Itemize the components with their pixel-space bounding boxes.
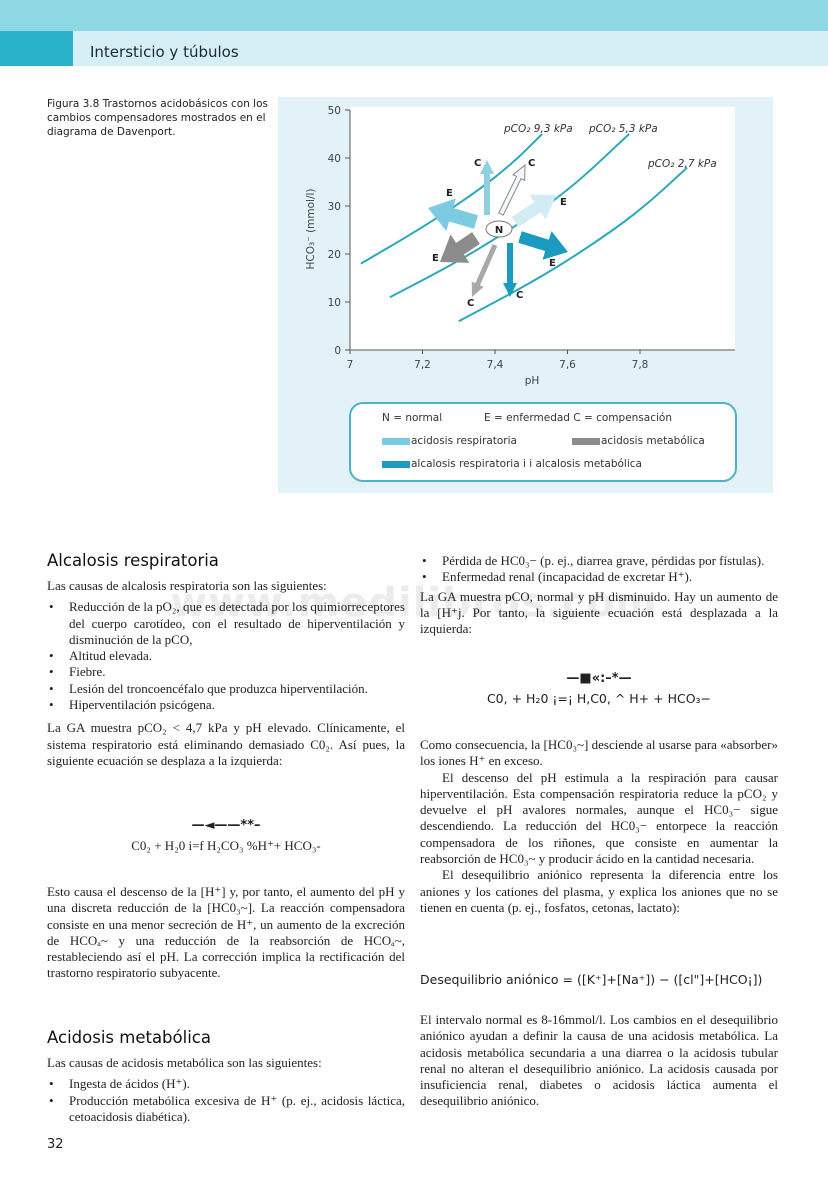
list-item: Altitud elevada. — [47, 648, 405, 665]
y-tick-label: 20 — [328, 249, 341, 261]
equation-carbonic: C0, + H₂0 ¡=¡ H,C0, ^ H+ + HCO₃− — [486, 691, 712, 706]
list-item: Lesión del troncoencéfalo que produzca h… — [47, 681, 405, 698]
x-tick-label: 7,2 — [414, 359, 431, 371]
anion-gap-formula: Desequilibrio aniónico = ([K⁺]+[Na⁺]) − … — [420, 972, 763, 987]
figure-legend: N = normal E = enfermedad C = compensaci… — [349, 402, 737, 482]
arrow-disease-0 — [428, 198, 478, 232]
paragraph: Esto causa el descenso de la [H⁺] y, por… — [47, 884, 405, 981]
heading-alcalosis-respiratoria: Alcalosis respiratoria — [47, 551, 219, 570]
arrow-disease-5 — [518, 231, 568, 260]
arrow-label-c-alk-resp: C — [516, 290, 523, 301]
heading-acidosis-metabolica: Acidosis metabólica — [47, 1028, 211, 1047]
y-tick-label: 10 — [328, 297, 341, 309]
legend-normal: N = normal — [382, 412, 443, 424]
x-axis-label: pH — [525, 375, 540, 387]
list-item: Hiperventilación psicógena. — [47, 697, 405, 714]
swatch-acid-met — [572, 437, 600, 445]
paragraph: Como consecuencia, la [HC0₃~] desciende … — [420, 737, 778, 769]
intro-paragraph: Las causas de alcalosis respiratoria son… — [47, 578, 327, 593]
paragraph: El intervalo normal es 8-16mmol/l. Los c… — [420, 1012, 778, 1109]
arrow-label-c-alk-met: C — [528, 158, 535, 169]
plot-area — [350, 107, 735, 350]
diagram-svg: 7 7,2 7,4 7,6 7,8 0 10 20 30 40 50 N E C C E E E C… — [305, 105, 735, 387]
normal-point-label: N — [495, 225, 503, 236]
equation-arrow: —■«:–*— — [566, 671, 632, 686]
isobar-curve-1 — [389, 133, 630, 299]
legend-codes: E = enfermedad C = compensación — [484, 412, 672, 424]
legend-acidosis-metabolica: acidosis metabólica — [572, 435, 705, 447]
y-tick-label: 40 — [328, 153, 341, 165]
arrow-compensation-7 — [503, 243, 517, 297]
equation-carbonic: C0₂ + H₂0 i=f H₂CO₃ %H⁺+ HCO₃- — [131, 838, 321, 853]
causes-list-continued: Pérdida de HC0₃− (p. ej., diarrea grave,… — [420, 553, 778, 586]
arrow-label-e-alk-resp: E — [549, 258, 556, 269]
x-tick-label: 7 — [347, 359, 354, 371]
arrow-compensation-2 — [498, 163, 526, 216]
list-item: Reducción de la pO₂, que es detectada po… — [47, 599, 405, 648]
arrow-compensation-6 — [471, 243, 498, 297]
x-tick-label: 7,8 — [632, 359, 649, 371]
x-tick-label: 7,4 — [487, 359, 504, 371]
list-item: Ingesta de ácidos (H⁺). — [47, 1076, 405, 1093]
arrow-compensation-1 — [480, 160, 494, 215]
list-item: Producción metabólica excesiva de H⁺ (p.… — [47, 1093, 405, 1126]
curve-label-9-3: pCO₂ 9,3 kPa — [503, 123, 573, 135]
swatch-acid-resp — [382, 437, 410, 445]
arrow-label-c-acid-met: C — [467, 298, 474, 309]
curve-label-5-3: pCO₂ 5,3 kPa — [588, 123, 658, 135]
causes-list: Ingesta de ácidos (H⁺). Producción metab… — [47, 1076, 405, 1125]
normal-point-marker — [485, 220, 513, 238]
x-tick-label: 7,6 — [559, 359, 576, 371]
legend-text: alcalosis respiratoria i i alcalosis met… — [411, 458, 642, 470]
paragraph: El desequilibrio aniónico representa la … — [420, 867, 778, 915]
list-item: Fiebre. — [47, 664, 405, 681]
header-title-band — [73, 31, 828, 66]
curve-label-2-7: pCO₂ 2,7 kPa — [647, 158, 717, 170]
left-column-block-1: Las causas de alcalosis respiratoria son… — [47, 578, 405, 769]
legend-alcalosis: alcalosis respiratoria i i alcalosis met… — [382, 458, 642, 470]
y-axis-label: HCO₃⁻ (mmol/l) — [305, 188, 317, 269]
legend-text: acidosis metabólica — [601, 435, 705, 447]
running-title: Intersticio y túbulos — [90, 43, 239, 61]
page-number: 32 — [47, 1137, 64, 1152]
y-tick-label: 50 — [328, 105, 341, 117]
intro-paragraph: Las causas de acidosis metabólica son la… — [47, 1055, 322, 1070]
arrow-label-e-acid-met: E — [432, 253, 439, 264]
arrow-label-c-acid-resp: C — [474, 158, 481, 169]
swatch-alk-resp — [382, 460, 410, 468]
y-tick-label: 0 — [334, 345, 341, 357]
arrow-label-e-acid-resp: E — [446, 188, 453, 199]
list-item: Enfermedad renal (incapacidad de excreta… — [420, 569, 778, 586]
figure-caption: Figura 3.8 Trastornos acidobásicos con l… — [47, 98, 268, 138]
paragraph: El descenso del pH estimula a la respira… — [420, 769, 778, 867]
list-item: Pérdida de HC0₃− (p. ej., diarrea grave,… — [420, 553, 778, 570]
left-column-block-2: Las causas de acidosis metabólica son la… — [47, 1055, 405, 1125]
paragraph: La GA muestra pCO, normal y pH disminuid… — [420, 588, 778, 637]
isobar-curve-2 — [458, 166, 688, 323]
right-column-block-2: Como consecuencia, la [HC0₃~] desciende … — [420, 737, 778, 916]
legend-acidosis-respiratoria: acidosis respiratoria — [382, 435, 517, 447]
causes-list: Reducción de la pO₂, que es detectada po… — [47, 599, 405, 713]
arrow-label-e-alk-met: E — [560, 197, 567, 208]
paragraph: La GA muestra pCO₂ < 4,7 kPa y pH elevad… — [47, 720, 405, 768]
equation-arrow: —◄——**– — [191, 818, 261, 833]
arrow-disease-3 — [511, 194, 556, 228]
arrow-disease-4 — [440, 232, 480, 263]
y-tick-label: 30 — [328, 201, 341, 213]
legend-text: acidosis respiratoria — [411, 435, 517, 447]
right-column-block-1: Pérdida de HC0₃− (p. ej., diarrea grave,… — [420, 553, 778, 637]
header-accent-block — [0, 31, 73, 66]
header-band — [0, 0, 828, 31]
davenport-diagram: 7 7,2 7,4 7,6 7,8 0 10 20 30 40 50 N E C C E E E C… — [278, 97, 773, 493]
